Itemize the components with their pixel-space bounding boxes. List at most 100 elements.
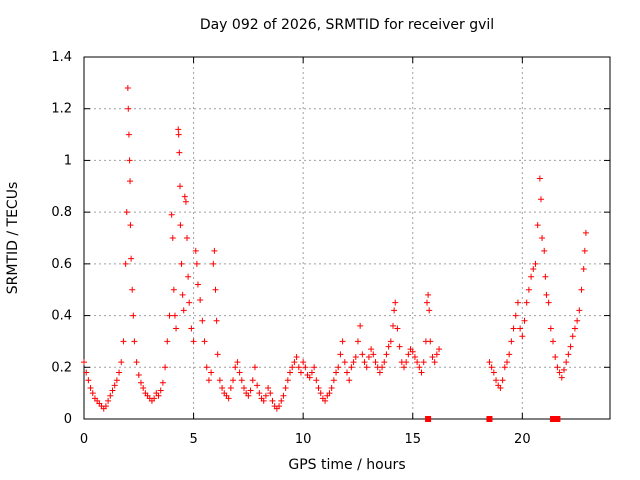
data-point (180, 307, 187, 314)
data-point (166, 312, 173, 319)
data-point (536, 175, 543, 182)
data-point (429, 353, 436, 360)
chart-title: Day 092 of 2026, SRMTID for receiver gvi… (199, 17, 495, 33)
data-point (212, 286, 219, 293)
data-point (182, 198, 189, 205)
data-point (135, 372, 142, 379)
data-point (245, 392, 252, 399)
data-point (127, 178, 134, 185)
data-point (201, 338, 208, 345)
x-axis-label: GPS time / hours (288, 457, 406, 473)
x-tick-label: 15 (404, 432, 421, 447)
data-point (352, 353, 359, 360)
data-point (565, 351, 572, 358)
data-point (376, 369, 383, 376)
data-point (414, 359, 421, 366)
data-point (238, 377, 245, 384)
data-point (85, 377, 92, 384)
data-point (506, 351, 513, 358)
data-point (193, 260, 200, 267)
data-point (571, 325, 578, 332)
data-point (219, 384, 226, 391)
data-point (155, 392, 162, 399)
data-point (576, 307, 583, 314)
data-point (545, 299, 552, 306)
data-point (269, 397, 276, 404)
data-point (247, 387, 254, 394)
x-tick-label: 20 (514, 432, 531, 447)
data-point (541, 247, 548, 254)
data-point (392, 299, 399, 306)
data-point (126, 157, 133, 164)
data-point (184, 235, 191, 241)
data-point (282, 384, 289, 391)
data-point (87, 384, 94, 391)
data-point (278, 397, 285, 404)
data-point (234, 359, 241, 366)
data-point (426, 307, 433, 314)
data-point (411, 353, 418, 360)
data-point (197, 297, 204, 304)
data-point (118, 359, 125, 366)
data-point (543, 291, 550, 298)
data-point (190, 338, 197, 345)
data-point (552, 353, 559, 360)
zero-marker (550, 416, 557, 422)
data-point (232, 364, 239, 371)
data-point (539, 235, 546, 241)
y-tick-label: 0.2 (51, 360, 72, 375)
data-point (580, 266, 587, 273)
data-point (210, 260, 217, 267)
data-point (431, 359, 438, 366)
data-point (102, 403, 109, 410)
data-point (203, 364, 210, 371)
data-point (140, 384, 147, 391)
data-point (287, 369, 294, 376)
data-point (409, 348, 416, 355)
data-point (300, 359, 307, 366)
data-point (137, 379, 144, 386)
data-point (350, 359, 357, 366)
data-point (124, 85, 131, 92)
data-point (169, 235, 176, 241)
data-point (122, 260, 129, 267)
data-point (578, 286, 585, 293)
data-point (567, 343, 574, 350)
data-point (289, 364, 296, 371)
x-axis: 0 5 10 15 20 (80, 57, 531, 447)
data-point (311, 364, 318, 371)
data-point (326, 390, 333, 397)
data-point (582, 229, 589, 236)
data-point (164, 338, 171, 345)
data-point (423, 299, 430, 306)
data-point (186, 299, 193, 306)
data-point (425, 291, 432, 298)
data-point (214, 351, 221, 358)
data-point (254, 382, 261, 389)
zero-marker (554, 416, 561, 422)
data-point (251, 364, 258, 371)
grid-lines (84, 57, 610, 419)
data-point (405, 351, 412, 358)
data-point (127, 222, 134, 229)
data-point (194, 281, 201, 288)
data-point (213, 317, 220, 324)
data-point (537, 196, 544, 203)
data-point (542, 273, 549, 280)
y-tick-label: 1 (64, 153, 72, 168)
data-point (547, 325, 554, 332)
data-point (558, 374, 565, 381)
data-point (81, 359, 87, 366)
data-point (89, 390, 96, 397)
y-tick-label: 0.8 (51, 205, 72, 220)
data-point (581, 247, 588, 254)
data-point (297, 369, 304, 376)
data-point (550, 338, 557, 345)
data-point (133, 359, 140, 366)
data-point (433, 351, 440, 358)
data-point (162, 364, 169, 371)
data-point (199, 317, 206, 324)
data-point (107, 392, 114, 399)
data-point (416, 364, 423, 371)
data-point (523, 299, 530, 306)
